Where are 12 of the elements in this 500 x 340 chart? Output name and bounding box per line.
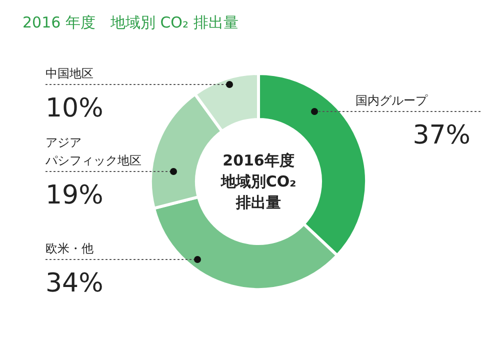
data-label: 37%	[412, 120, 471, 150]
slice-label: 欧米・他	[46, 242, 94, 256]
text: 2016年度	[222, 152, 294, 170]
slice-label: アジアパシフィック地区	[44, 135, 142, 168]
text: 地域別CO₂	[220, 172, 296, 190]
text: 排出量	[235, 194, 281, 212]
data-label: 34%	[46, 268, 104, 298]
data-label: 10%	[46, 94, 104, 124]
slice-label: 国内グループ	[356, 94, 428, 108]
chart-title: 2016 年度 地域別 CO₂ 排出量	[22, 14, 238, 32]
data-label: 19%	[46, 180, 104, 210]
slice-label: 中国地区	[46, 66, 94, 80]
